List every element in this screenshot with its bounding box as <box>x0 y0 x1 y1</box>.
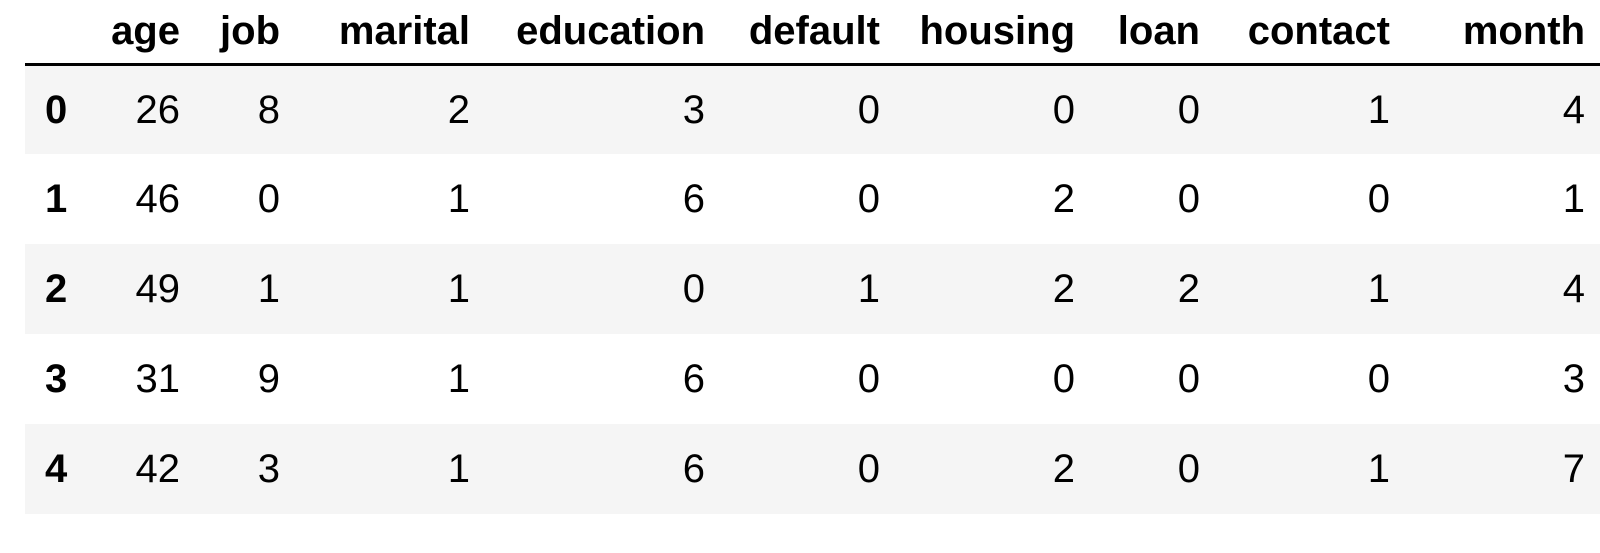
dataframe-table: age job marital education default housin… <box>25 0 1600 514</box>
cell-month: 7 <box>1562 447 1585 491</box>
cell-education: 6 <box>682 447 705 491</box>
cell-loan: 0 <box>1177 177 1200 221</box>
cell-education: 6 <box>682 357 705 401</box>
cell-housing: 2 <box>1052 447 1075 491</box>
row-index: 4 <box>45 447 68 491</box>
cell-housing: 2 <box>1052 177 1075 221</box>
cell-loan: 0 <box>1177 87 1200 132</box>
column-header-default: default <box>720 0 895 66</box>
cell-default: 0 <box>857 177 880 221</box>
column-header-job: job <box>195 0 295 66</box>
column-header-education: education <box>485 0 720 66</box>
table-header-row: age job marital education default housin… <box>25 0 1600 66</box>
cell-loan: 2 <box>1177 267 1200 311</box>
cell-contact: 0 <box>1367 357 1390 401</box>
row-index: 1 <box>45 177 68 221</box>
row-index: 0 <box>45 87 68 132</box>
cell-age: 42 <box>135 447 181 491</box>
cell-month: 4 <box>1562 87 1585 132</box>
cell-marital: 1 <box>447 267 470 311</box>
cell-job: 0 <box>257 177 280 221</box>
cell-contact: 0 <box>1367 177 1390 221</box>
cell-loan: 0 <box>1177 447 1200 491</box>
cell-marital: 1 <box>447 447 470 491</box>
cell-age: 46 <box>135 177 181 221</box>
cell-job: 9 <box>257 357 280 401</box>
cell-contact: 1 <box>1367 447 1390 491</box>
cell-marital: 1 <box>447 177 470 221</box>
cell-housing: 2 <box>1052 267 1075 311</box>
table-row: 3 31 9 1 6 0 0 0 0 3 <box>25 334 1600 424</box>
cell-contact: 1 <box>1367 87 1390 132</box>
dataframe-output: age job marital education default housin… <box>25 0 1600 514</box>
row-index: 2 <box>45 267 68 311</box>
cell-default: 0 <box>857 87 880 132</box>
cell-loan: 0 <box>1177 357 1200 401</box>
row-index: 3 <box>45 357 68 401</box>
column-header-age: age <box>95 0 195 66</box>
cell-housing: 0 <box>1052 357 1075 401</box>
table-row: 4 42 3 1 6 0 2 0 1 7 <box>25 424 1600 514</box>
cell-default: 0 <box>857 447 880 491</box>
cell-education: 6 <box>682 177 705 221</box>
cell-education: 3 <box>682 87 705 132</box>
cell-contact: 1 <box>1367 267 1390 311</box>
table-row: 0 26 8 2 3 0 0 0 1 4 <box>25 64 1600 154</box>
column-header-month: month <box>1405 0 1600 66</box>
cell-month: 1 <box>1562 177 1585 221</box>
cell-month: 4 <box>1562 267 1585 311</box>
column-header-loan: loan <box>1090 0 1215 66</box>
cell-default: 1 <box>857 267 880 311</box>
cell-job: 1 <box>257 267 280 311</box>
cell-marital: 2 <box>447 87 470 132</box>
cell-age: 26 <box>135 87 181 132</box>
column-header-marital: marital <box>295 0 485 66</box>
column-header-contact: contact <box>1215 0 1405 66</box>
cell-job: 3 <box>257 447 280 491</box>
cell-default: 0 <box>857 357 880 401</box>
cell-education: 0 <box>682 267 705 311</box>
cell-job: 8 <box>257 87 280 132</box>
cell-housing: 0 <box>1052 87 1075 132</box>
cell-marital: 1 <box>447 357 470 401</box>
column-header-housing: housing <box>895 0 1090 66</box>
table-row: 2 49 1 1 0 1 2 2 1 4 <box>25 244 1600 334</box>
cell-age: 31 <box>135 357 181 401</box>
table-row: 1 46 0 1 6 0 2 0 0 1 <box>25 154 1600 244</box>
column-header-index <box>25 0 95 66</box>
cell-month: 3 <box>1562 357 1585 401</box>
cell-age: 49 <box>135 267 181 311</box>
